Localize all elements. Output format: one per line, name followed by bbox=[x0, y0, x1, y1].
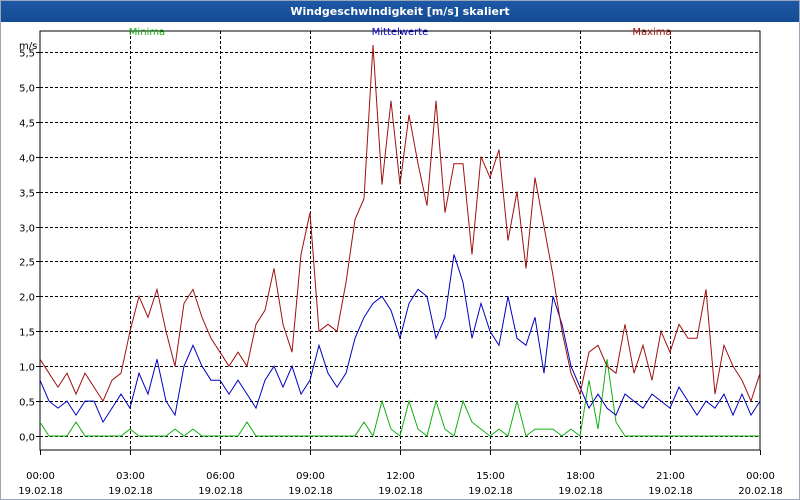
legend-minima: Minima bbox=[129, 27, 165, 38]
x-tick-date: 19.02.18 bbox=[108, 486, 153, 497]
minima-line bbox=[39, 359, 760, 438]
grid-lines bbox=[40, 31, 760, 450]
x-tick-time: 12:00 bbox=[386, 471, 415, 482]
y-tick-label: 3,0 bbox=[19, 224, 35, 235]
x-tick-date: 19.02.18 bbox=[558, 486, 603, 497]
x-tick-date: 19.02.18 bbox=[648, 486, 693, 497]
x-tick-time: 09:00 bbox=[296, 471, 325, 482]
y-tick-label: 4,5 bbox=[19, 119, 35, 130]
x-tick-date: 19.02.18 bbox=[18, 486, 63, 497]
x-tick-time: 21:00 bbox=[656, 471, 685, 482]
mittelwerte-line bbox=[39, 254, 761, 424]
maxima-line bbox=[39, 44, 761, 403]
x-tick-date: 19.02.18 bbox=[198, 486, 243, 497]
y-tick-label: 1,5 bbox=[19, 328, 35, 339]
x-tick-time: 06:00 bbox=[206, 471, 235, 482]
x-tick-time: 03:00 bbox=[116, 471, 145, 482]
x-tick-time: 00:00 bbox=[26, 471, 55, 482]
x-tick-time: 00:00 bbox=[746, 471, 775, 482]
y-tick-label: 5,5 bbox=[19, 49, 35, 60]
x-tick-date: 19.02.18 bbox=[288, 486, 333, 497]
y-tick-label: 2,0 bbox=[19, 293, 35, 304]
legend-maxima: Maxima bbox=[632, 27, 671, 38]
y-tick-label: 0,5 bbox=[19, 398, 35, 409]
y-tick-label: 0,0 bbox=[19, 433, 35, 444]
y-tick-label: 1,0 bbox=[19, 363, 35, 374]
x-tick-time: 15:00 bbox=[476, 471, 505, 482]
x-tick-time: 18:00 bbox=[566, 471, 595, 482]
y-tick-label: 3,5 bbox=[19, 189, 35, 200]
x-tick-date: 19.02.18 bbox=[378, 486, 423, 497]
y-tick-label: 2,5 bbox=[19, 258, 35, 269]
x-axis-ticks: 00:00 19.02.18 03:00 19.02.18 06:00 19.02.18 0… bbox=[18, 450, 783, 497]
y-tick-label: 5,0 bbox=[19, 84, 35, 95]
x-tick-date: 19.02.18 bbox=[468, 486, 513, 497]
x-tick-date: 20.02.18 bbox=[738, 486, 783, 497]
series-lines bbox=[39, 44, 761, 438]
chart-title: Windgeschwindigkeit [m/s] skaliert bbox=[1, 1, 799, 22]
y-axis-ticks: 0,0 0,5 1,0 1,5 2,0 2,5 3,0 3,5 4,0 4,5 5,0 5,5 bbox=[19, 49, 40, 444]
y-tick-label: 4,0 bbox=[19, 154, 35, 165]
y-axis-label: m/s bbox=[19, 41, 37, 52]
legend-mittelwerte: Mittelwerte bbox=[372, 27, 429, 38]
